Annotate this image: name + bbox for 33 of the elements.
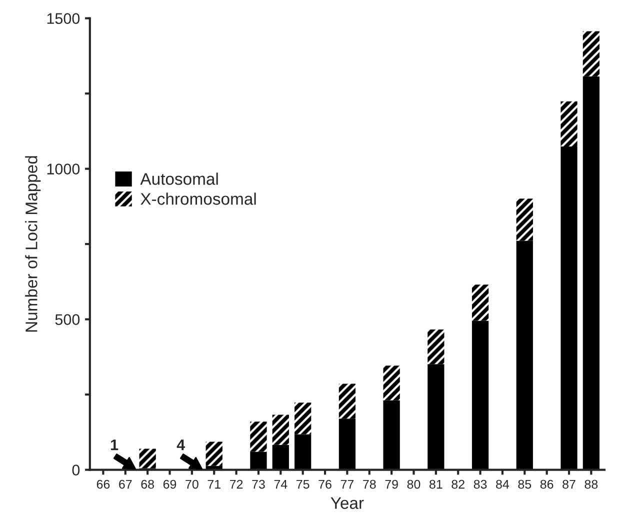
annotation: 4 [176, 440, 186, 450]
x-tick-label: 83 [474, 480, 487, 489]
legend-label: X-chromosomal [140, 192, 256, 205]
x-tick-label: 74 [274, 480, 288, 489]
x-axis-title: Year [330, 497, 364, 509]
x-tick-label: 82 [452, 480, 464, 489]
x-tick-label: 85 [518, 480, 532, 489]
x-tick-label: 73 [252, 480, 265, 489]
y-tick-label: 0 [72, 464, 80, 476]
x-tick-label: 86 [540, 480, 554, 489]
x-tick-label: 66 [96, 480, 110, 489]
x-tick-label: 84 [496, 480, 510, 489]
legend-label: Autosomal [140, 172, 218, 185]
x-tick-label: 88 [584, 480, 598, 489]
x-tick-label: 81 [430, 480, 442, 489]
y-tick-label: 1500 [47, 13, 80, 24]
x-tick-label: 79 [385, 480, 398, 489]
x-tick-label: 80 [407, 480, 420, 489]
x-tick-label: 68 [141, 480, 154, 489]
x-tick-label: 76 [318, 480, 332, 489]
y-tick-label: 1000 [47, 164, 80, 174]
x-tick-label: 69 [163, 480, 176, 489]
x-tick-label: 77 [340, 480, 354, 489]
x-tick-label: 67 [119, 480, 132, 489]
y-tick-label: 500 [55, 314, 80, 325]
x-tick-label: 72 [230, 480, 243, 489]
x-tick-label: 87 [562, 480, 576, 489]
y-axis-title: Number of Loci Mapped [25, 156, 41, 332]
x-tick-label: 78 [363, 480, 376, 489]
x-tick-label: 75 [296, 480, 310, 489]
x-tick-label: 71 [208, 480, 220, 489]
annotation: 1 [111, 440, 118, 450]
x-tick-label: 70 [186, 480, 198, 489]
